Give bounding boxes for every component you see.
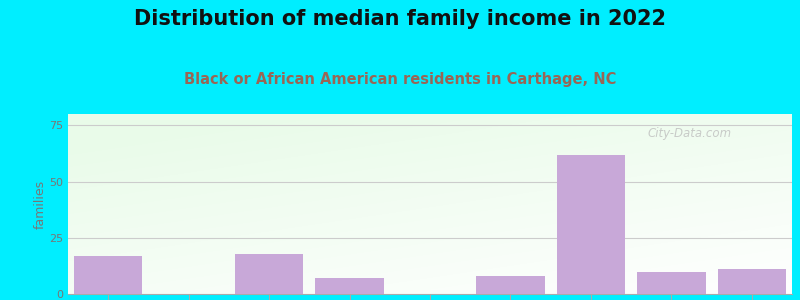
Bar [235, 254, 303, 294]
Text: City-Data.com: City-Data.com [647, 127, 731, 140]
Bar [74, 256, 142, 294]
Text: Black or African American residents in Carthage, NC: Black or African American residents in C… [184, 72, 616, 87]
Y-axis label: families: families [34, 179, 46, 229]
Bar [476, 276, 545, 294]
Bar [315, 278, 384, 294]
Bar [718, 269, 786, 294]
Bar [557, 154, 625, 294]
Bar [637, 272, 706, 294]
Text: Distribution of median family income in 2022: Distribution of median family income in … [134, 9, 666, 29]
